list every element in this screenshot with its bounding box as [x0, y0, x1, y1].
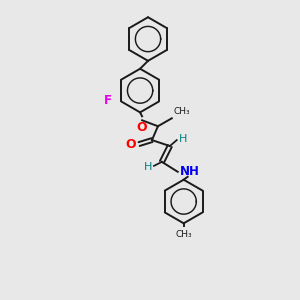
Text: CH₃: CH₃ — [176, 230, 192, 239]
Text: O: O — [125, 138, 136, 151]
Text: F: F — [104, 94, 112, 107]
Text: H: H — [144, 162, 152, 172]
Text: H: H — [179, 134, 187, 144]
Text: NH: NH — [180, 165, 200, 178]
Text: CH₃: CH₃ — [174, 107, 190, 116]
Text: O: O — [137, 121, 147, 134]
